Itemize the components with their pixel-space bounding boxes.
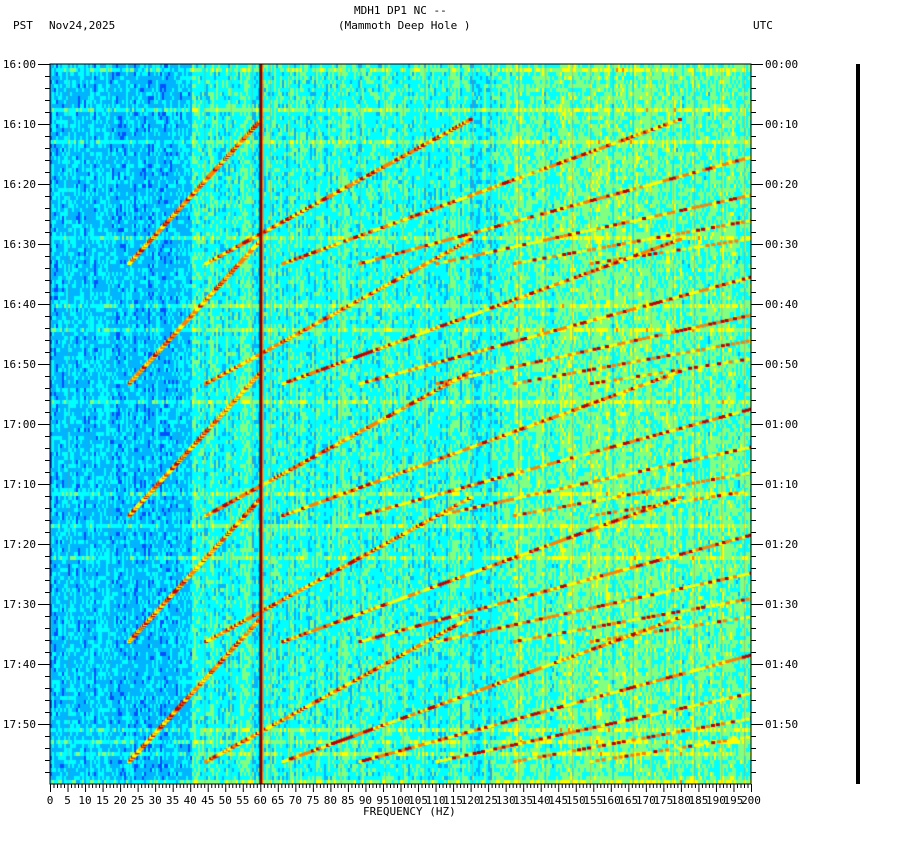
x-tick-label: 70 xyxy=(289,794,302,807)
y-tick-label-left: 16:00 xyxy=(3,58,36,71)
x-tick-label: 60 xyxy=(254,794,267,807)
y-tick-label-right: 00:50 xyxy=(765,358,798,371)
x-tick-label: 85 xyxy=(341,794,354,807)
x-tick-label: 160 xyxy=(601,794,621,807)
y-tick-label-left: 16:20 xyxy=(3,178,36,191)
x-tick-label: 5 xyxy=(64,794,71,807)
x-tick-label: 10 xyxy=(78,794,91,807)
y-tick-label-left: 17:30 xyxy=(3,598,36,611)
x-axis-label: FREQUENCY (HZ) xyxy=(363,805,456,818)
x-tick-label: 45 xyxy=(201,794,214,807)
x-tick-label: 25 xyxy=(131,794,144,807)
left-timezone: PST xyxy=(13,19,33,32)
x-tick-label: 155 xyxy=(583,794,603,807)
y-tick-label-right: 01:20 xyxy=(765,538,798,551)
x-tick-label: 170 xyxy=(636,794,656,807)
x-tick-label: 115 xyxy=(443,794,463,807)
y-tick-label-left: 17:50 xyxy=(3,718,36,731)
date-label: Nov24,2025 xyxy=(49,19,116,32)
y-tick-label-right: 01:10 xyxy=(765,478,798,491)
y-tick-label-left: 16:40 xyxy=(3,298,36,311)
x-tick-label: 15 xyxy=(96,794,109,807)
x-tick-label: 100 xyxy=(391,794,411,807)
x-tick-label: 200 xyxy=(741,794,761,807)
x-tick-label: 130 xyxy=(496,794,516,807)
x-tick-label: 90 xyxy=(359,794,372,807)
x-tick-label: 195 xyxy=(724,794,744,807)
x-tick-label: 165 xyxy=(618,794,638,807)
x-tick-label: 180 xyxy=(671,794,691,807)
x-tick-label: 50 xyxy=(219,794,232,807)
y-tick-label-right: 01:50 xyxy=(765,718,798,731)
y-tick-label-right: 01:30 xyxy=(765,598,798,611)
plot-frame xyxy=(49,63,752,785)
x-tick-label: 95 xyxy=(376,794,389,807)
x-tick-label: 35 xyxy=(166,794,179,807)
y-tick-label-right: 01:00 xyxy=(765,418,798,431)
x-tick-label: 110 xyxy=(426,794,446,807)
y-tick-label-left: 16:10 xyxy=(3,118,36,131)
y-tick-label-left: 17:10 xyxy=(3,478,36,491)
seismic-trace xyxy=(856,64,860,784)
x-tick-label: 190 xyxy=(706,794,726,807)
y-tick-label-right: 00:30 xyxy=(765,238,798,251)
x-tick-label: 105 xyxy=(408,794,428,807)
y-tick-label-left: 17:20 xyxy=(3,538,36,551)
x-tick-label: 140 xyxy=(531,794,551,807)
x-tick-label: 30 xyxy=(149,794,162,807)
x-tick-label: 55 xyxy=(236,794,249,807)
x-tick-label: 135 xyxy=(513,794,533,807)
y-tick-label-right: 00:10 xyxy=(765,118,798,131)
x-tick-label: 65 xyxy=(271,794,284,807)
x-tick-label: 175 xyxy=(653,794,673,807)
right-timezone: UTC xyxy=(753,19,773,32)
x-tick-label: 80 xyxy=(324,794,337,807)
y-tick-label-left: 17:00 xyxy=(3,418,36,431)
y-tick-label-left: 16:30 xyxy=(3,238,36,251)
site-name: (Mammoth Deep Hole ) xyxy=(338,19,471,32)
x-tick-label: 145 xyxy=(548,794,568,807)
x-tick-label: 120 xyxy=(461,794,481,807)
x-tick-label: 0 xyxy=(47,794,54,807)
y-tick-label-right: 00:40 xyxy=(765,298,798,311)
y-tick-label-right: 01:40 xyxy=(765,658,798,671)
x-tick-label: 20 xyxy=(113,794,126,807)
y-tick-label-left: 17:40 xyxy=(3,658,36,671)
spectrogram-heatmap xyxy=(50,64,751,784)
x-tick-label: 125 xyxy=(478,794,498,807)
x-tick-label: 40 xyxy=(184,794,197,807)
y-tick-label-left: 16:50 xyxy=(3,358,36,371)
station-title: MDH1 DP1 NC -- xyxy=(354,4,447,17)
x-tick-label: 185 xyxy=(688,794,708,807)
y-tick-label-right: 00:00 xyxy=(765,58,798,71)
x-tick-label: 75 xyxy=(306,794,319,807)
x-tick-label: 150 xyxy=(566,794,586,807)
y-tick-label-right: 00:20 xyxy=(765,178,798,191)
